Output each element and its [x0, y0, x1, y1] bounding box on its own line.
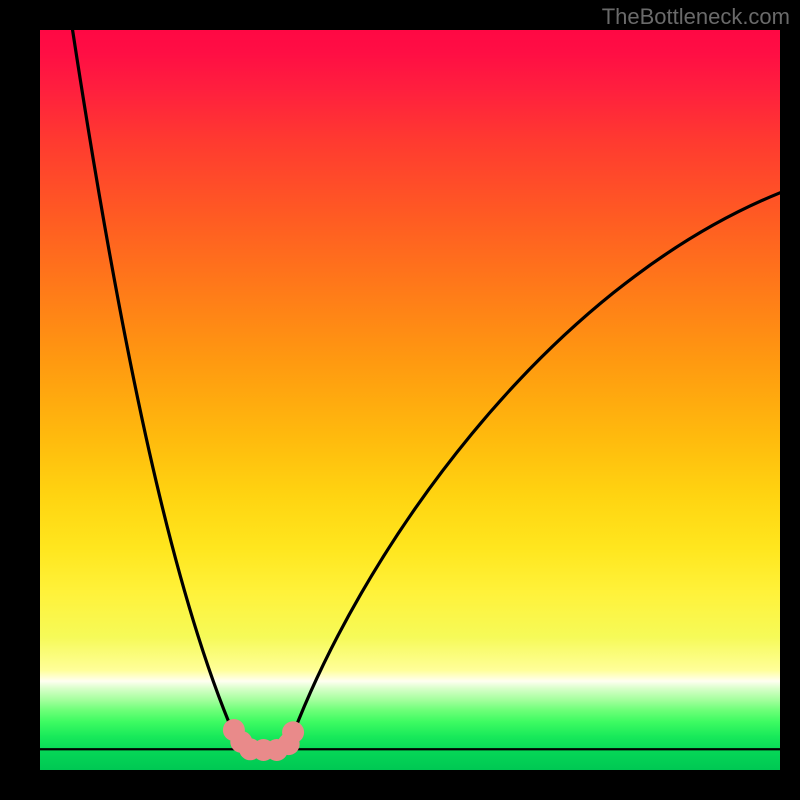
watermark-label: TheBottleneck.com — [602, 4, 790, 30]
chart-stage: TheBottleneck.com — [0, 0, 800, 800]
plot-area — [40, 30, 780, 770]
marker-dot — [282, 721, 304, 743]
plot-svg — [40, 30, 780, 770]
gradient-background — [40, 30, 780, 770]
